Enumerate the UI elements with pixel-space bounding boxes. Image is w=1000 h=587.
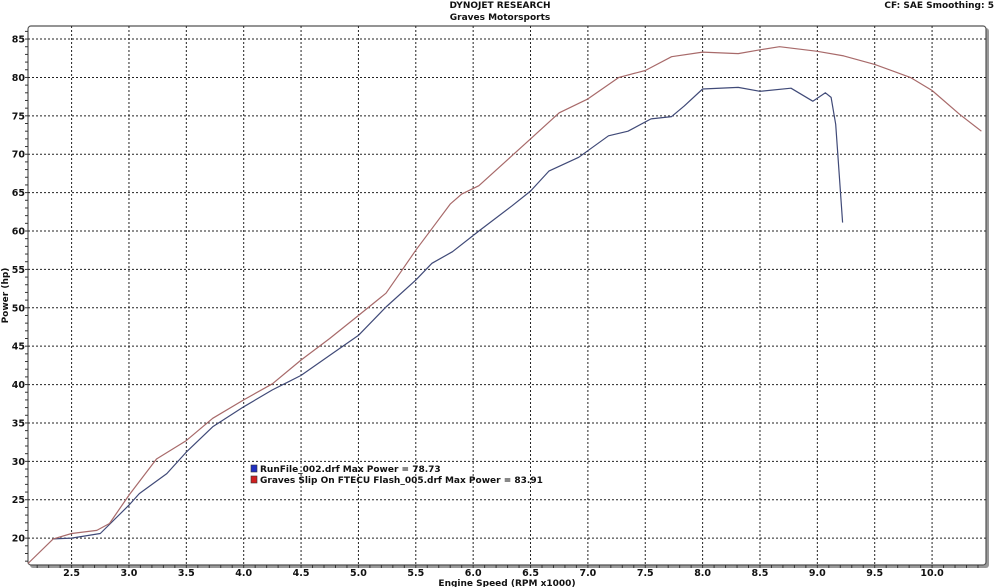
y-tick-label: 65 (12, 188, 25, 199)
plot-frame (27, 25, 987, 566)
y-tick-label: 60 (12, 227, 26, 238)
x-tick-label: 6.0 (465, 568, 482, 579)
y-tick-label: 45 (12, 342, 25, 353)
x-tick-label: 2.5 (63, 568, 80, 579)
chart-title: DYNOJET RESEARCH (449, 1, 551, 11)
y-tick-label: 75 (12, 111, 25, 122)
y-tick-label: 25 (12, 495, 25, 506)
y-tick-label: 55 (12, 265, 25, 276)
y-axis-label: Power (hp) (1, 268, 11, 324)
legend-label: Graves Slip On FTECU Flash_005.drf Max P… (260, 476, 543, 486)
x-tick-label: 4.5 (293, 568, 310, 579)
y-tick-label: 50 (12, 303, 26, 314)
y-tick-label: 20 (12, 534, 26, 545)
x-tick-label: 9.5 (866, 568, 883, 579)
y-tick-label: 70 (12, 150, 26, 161)
y-tick-label: 85 (12, 35, 25, 46)
x-tick-label: 7.5 (637, 568, 654, 579)
series-line-graves-slip-on (27, 46, 982, 564)
x-tick-label: 5.0 (350, 568, 367, 579)
x-tick-label: 9.0 (809, 568, 826, 579)
x-tick-label: 8.0 (694, 568, 711, 579)
legend-swatch (250, 475, 258, 484)
series-line-runfile-002 (53, 86, 844, 540)
correction-info: CF: SAE Smoothing: 5 (884, 1, 994, 11)
x-tick-label: 3.0 (121, 568, 138, 579)
y-tick-label: 30 (12, 457, 26, 468)
x-tick-label: 8.5 (752, 568, 769, 579)
legend-label: RunFile_002.drf Max Power = 78.73 (260, 465, 441, 475)
y-tick-label: 40 (12, 380, 26, 391)
x-tick-label: 7.0 (579, 568, 596, 579)
x-tick-label: 3.5 (178, 568, 195, 579)
x-tick-label: 4.0 (235, 568, 252, 579)
legend-swatch (250, 464, 258, 473)
x-axis-label: Engine Speed (RPM x1000) (438, 579, 575, 587)
x-tick-label: 6.5 (522, 568, 539, 579)
y-tick-label: 80 (12, 73, 26, 84)
x-tick-label: 10.0 (920, 568, 944, 579)
y-tick-label: 35 (12, 418, 25, 429)
chart-subtitle: Graves Motorsports (449, 13, 551, 23)
x-tick-label: 5.5 (407, 568, 424, 579)
